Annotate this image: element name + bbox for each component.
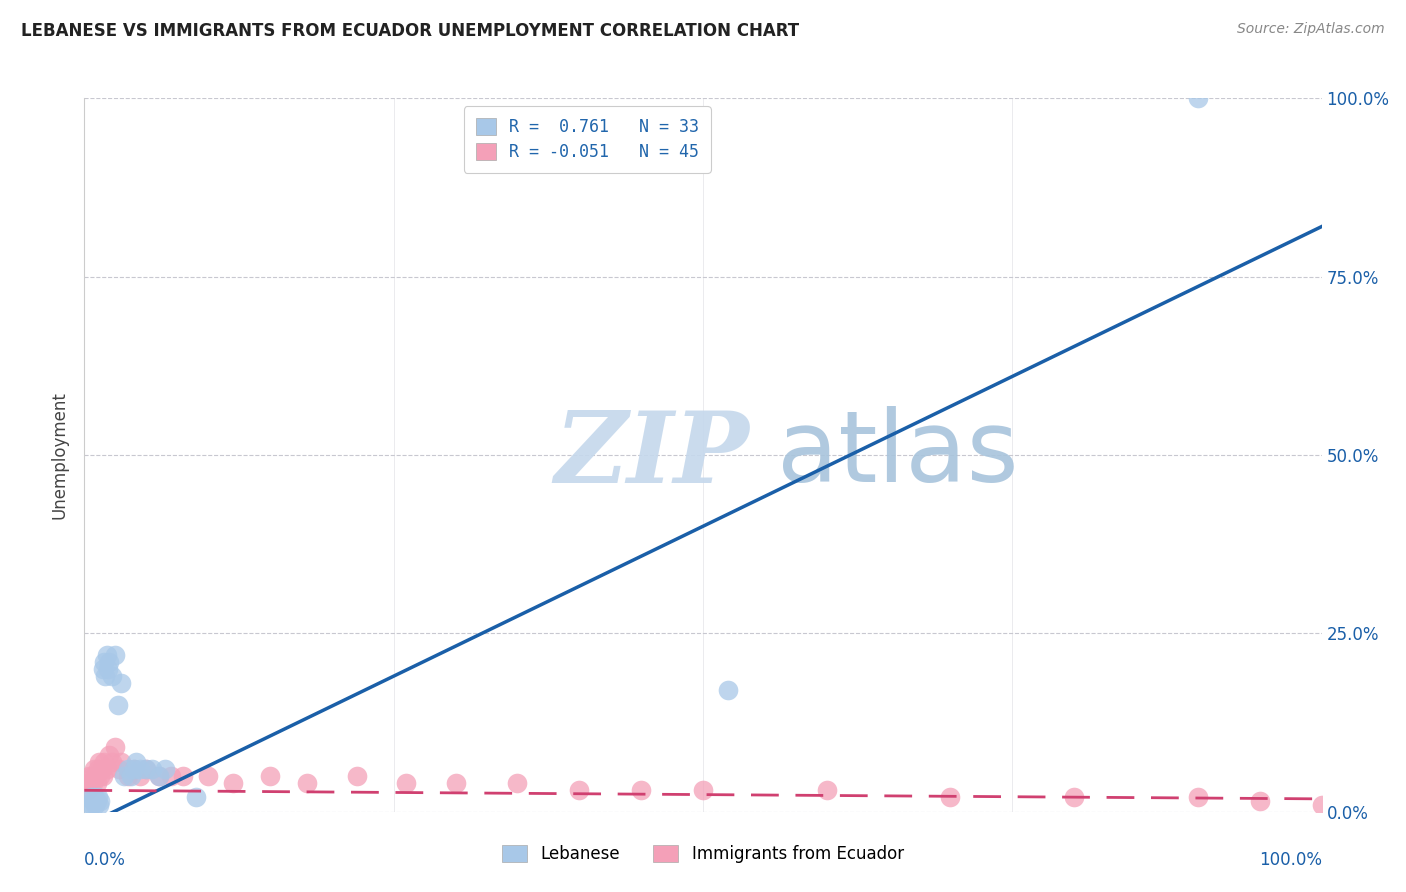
Point [108,762,131,776]
Point [444,776,467,790]
Point [110,755,132,769]
Point [1249,794,1271,808]
Point [87,762,110,776]
Point [148,769,170,783]
Point [79,769,101,783]
Point [172,769,194,783]
Legend: Lebanese, Immigrants from Ecuador: Lebanese, Immigrants from Ecuador [494,837,912,871]
Point [259,769,281,783]
Point [107,698,129,712]
Point [135,762,157,776]
Text: LEBANESE VS IMMIGRANTS FROM ECUADOR UNEMPLOYMENT CORRELATION CHART: LEBANESE VS IMMIGRANTS FROM ECUADOR UNEM… [21,22,799,40]
Point [197,769,219,783]
Point [295,776,318,790]
Point [100,669,122,683]
Point [395,776,418,790]
Point [77,783,100,797]
Point [82,776,104,790]
Text: 100.0%: 100.0% [1258,851,1322,869]
Point [112,769,135,783]
Point [84,797,107,812]
Point [76,776,98,790]
Point [125,755,148,769]
Point [96,762,118,776]
Point [83,762,105,776]
Point [117,762,139,776]
Point [86,794,108,808]
Point [79,790,101,805]
Point [1310,797,1333,812]
Point [1187,790,1209,805]
Point [815,783,838,797]
Point [129,769,152,783]
Point [91,662,114,676]
Point [84,769,107,783]
Point [77,797,100,812]
Point [1187,91,1209,105]
Point [506,776,529,790]
Point [93,755,115,769]
Point [100,755,122,769]
Point [141,762,163,776]
Point [104,648,127,662]
Point [1063,790,1085,805]
Point [89,755,111,769]
Point [117,769,139,783]
Point [939,790,962,805]
Point [184,790,207,805]
Point [79,776,101,790]
Point [86,776,108,790]
Point [129,762,152,776]
Point [93,655,115,669]
Text: atlas: atlas [778,407,1019,503]
Point [104,740,127,755]
Text: Source: ZipAtlas.com: Source: ZipAtlas.com [1237,22,1385,37]
Point [91,769,114,783]
Point [96,648,118,662]
Text: ZIP: ZIP [554,407,749,503]
Point [87,790,110,805]
Point [83,790,105,805]
Point [122,762,145,776]
Point [80,769,103,783]
Point [346,769,368,783]
Point [148,769,170,783]
Point [153,762,176,776]
Text: 0.0%: 0.0% [84,851,127,869]
Point [135,762,157,776]
Y-axis label: Unemployment: Unemployment [51,391,69,519]
Point [122,762,145,776]
Point [80,797,103,812]
Point [94,669,117,683]
Point [98,747,121,762]
Point [89,769,111,783]
Point [82,794,104,808]
Point [110,676,132,690]
Point [120,769,142,783]
Point [692,783,714,797]
Point [89,794,111,808]
Point [630,783,652,797]
Point [222,776,245,790]
Point [160,769,183,783]
Point [568,783,591,797]
Point [90,762,112,776]
Point [89,797,111,812]
Point [97,662,120,676]
Point [98,655,121,669]
Point [717,683,740,698]
